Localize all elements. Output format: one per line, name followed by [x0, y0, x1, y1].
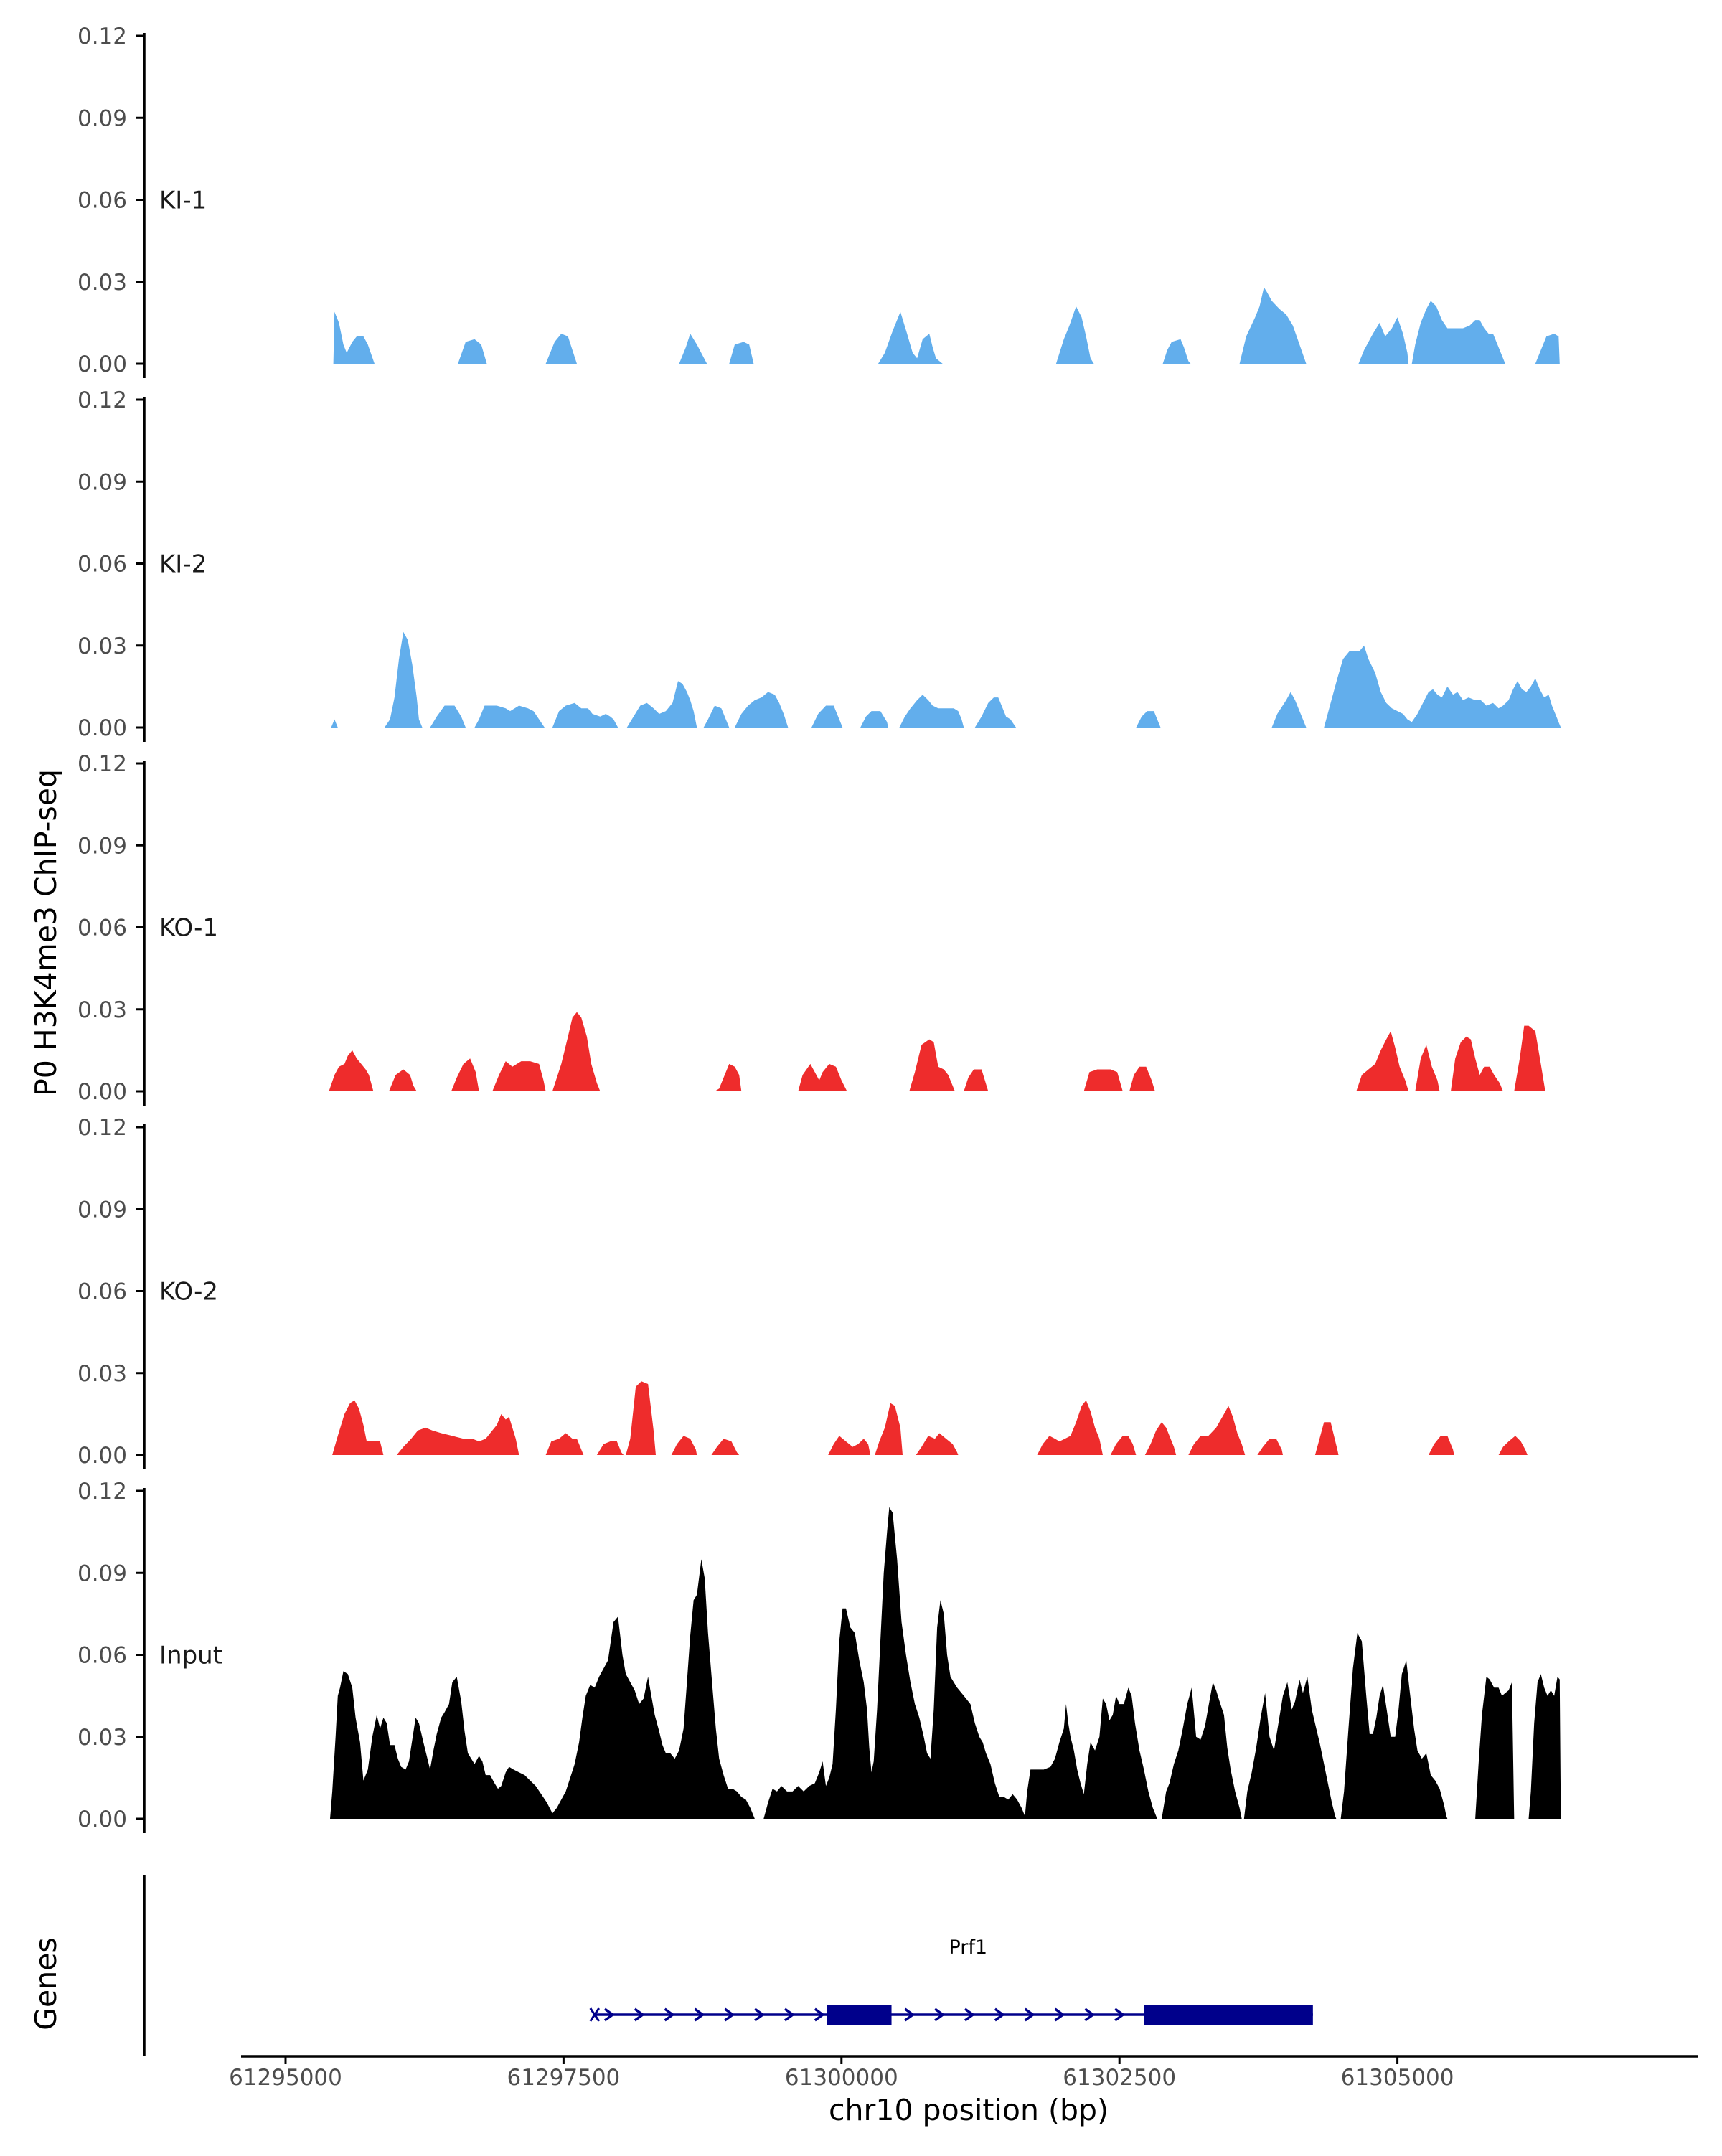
track-ko-2: 0.00 0.03 0.06 0.09 0.12 KO-2: [77, 1115, 1528, 1469]
strand-arrow: [1054, 2007, 1065, 2022]
y-axis-title: P0 H3K4me3 ChIP-seq: [29, 769, 63, 1096]
y-tick-label-input: 0.00: [77, 1807, 127, 1832]
x-tick-label: 61305000: [1341, 2065, 1454, 2091]
strand-arrow: [904, 2007, 916, 2022]
y-tick-label-ki-2: 0.12: [77, 387, 127, 413]
x-axis: 61295000 61297500 61300000 61302500 61305000: [229, 2055, 1698, 2091]
y-tick-label-ko-1: 0.12: [77, 751, 127, 777]
track-label-ko-1: KO-1: [159, 914, 218, 943]
signal-area-ki-1: [333, 287, 1560, 364]
track-ki-1: 0.00 0.03 0.06 0.09 0.12 KI-1: [77, 24, 1560, 378]
signal-area-ki-2: [331, 631, 1561, 728]
strand-arrow: [754, 2007, 766, 2022]
x-tick-label: 61300000: [785, 2065, 898, 2091]
y-tick-label-ki-1: 0.06: [77, 188, 127, 214]
track-label-input: Input: [159, 1642, 222, 1670]
track-label-ki-2: KI-2: [159, 550, 207, 579]
y-tick-label-ki-1: 0.00: [77, 352, 127, 377]
y-tick-label-ki-2: 0.09: [77, 469, 127, 495]
gene-panel: Genes Prf1: [29, 1875, 1313, 2056]
gene-panel-title: Genes: [29, 1937, 63, 2030]
x-tick-label: 61297500: [507, 2065, 620, 2091]
y-tick-label-ki-1: 0.03: [77, 270, 127, 296]
y-tick-label-input: 0.12: [77, 1479, 127, 1505]
x-tick-label: 61302500: [1063, 2065, 1176, 2091]
y-tick-label-ko-1: 0.06: [77, 915, 127, 941]
y-tick-label-ko-2: 0.00: [77, 1443, 127, 1469]
strand-arrow: [1024, 2007, 1035, 2022]
strand-arrow: [934, 2007, 946, 2022]
y-tick-label-ko-2: 0.09: [77, 1197, 127, 1223]
strand-arrow: [784, 2007, 795, 2022]
strand-arrow: [603, 2007, 615, 2022]
y-tick-label-ki-2: 0.00: [77, 715, 127, 741]
signal-area-ko-1: [329, 1012, 1545, 1091]
exon-1: [827, 2005, 892, 2025]
x-axis-title: chr10 position (bp): [829, 2093, 1109, 2127]
signal-area-input-2: [1528, 1674, 1561, 1819]
strand-arrow: [994, 2007, 1005, 2022]
gene-name-label: Prf1: [949, 1936, 988, 1959]
y-tick-label-input: 0.03: [77, 1725, 127, 1751]
track-input: 0.00 0.03 0.06 0.09 0.12 Input: [77, 1479, 1561, 1833]
y-tick-label-ki-2: 0.06: [77, 552, 127, 578]
strand-arrow: [964, 2007, 975, 2022]
y-tick-label-ko-1: 0.00: [77, 1079, 127, 1105]
y-tick-label-ko-2: 0.12: [77, 1115, 127, 1141]
gene-start-marker: [589, 2007, 601, 2022]
strand-arrow: [724, 2007, 735, 2022]
signal-area-input: [330, 1507, 1242, 1819]
x-tick-label: 61295000: [229, 2065, 342, 2091]
y-tick-label-input: 0.09: [77, 1560, 127, 1586]
y-tick-label-ko-1: 0.09: [77, 833, 127, 859]
y-tick-label-ki-1: 0.12: [77, 24, 127, 50]
tracks-layer: 0.00 0.03 0.06 0.09 0.12 KI-1 0.00 0.03 0.06 0.09…: [77, 24, 1561, 1833]
strand-arrow: [694, 2007, 705, 2022]
track-ko-1: 0.00 0.03 0.06 0.09 0.12 KO-1: [77, 751, 1545, 1106]
y-tick-label-input: 0.06: [77, 1643, 127, 1669]
y-tick-label-ko-2: 0.03: [77, 1361, 127, 1387]
y-tick-label-ko-1: 0.03: [77, 997, 127, 1023]
signal-area-input-1: [1243, 1633, 1515, 1819]
strand-arrow: [664, 2007, 675, 2022]
y-tick-label-ki-1: 0.09: [77, 105, 127, 131]
exon-2: [1144, 2005, 1313, 2025]
strand-arrow: [1114, 2007, 1126, 2022]
strand-arrow: [634, 2007, 645, 2022]
strand-arrow: [814, 2007, 825, 2022]
track-label-ki-1: KI-1: [159, 187, 207, 215]
y-tick-label-ko-2: 0.06: [77, 1279, 127, 1305]
track-label-ko-2: KO-2: [159, 1278, 218, 1307]
y-tick-label-ki-2: 0.03: [77, 634, 127, 659]
track-ki-2: 0.00 0.03 0.06 0.09 0.12 KI-2: [77, 387, 1561, 742]
signal-area-ko-2: [332, 1381, 1528, 1455]
strand-arrow: [1084, 2007, 1096, 2022]
